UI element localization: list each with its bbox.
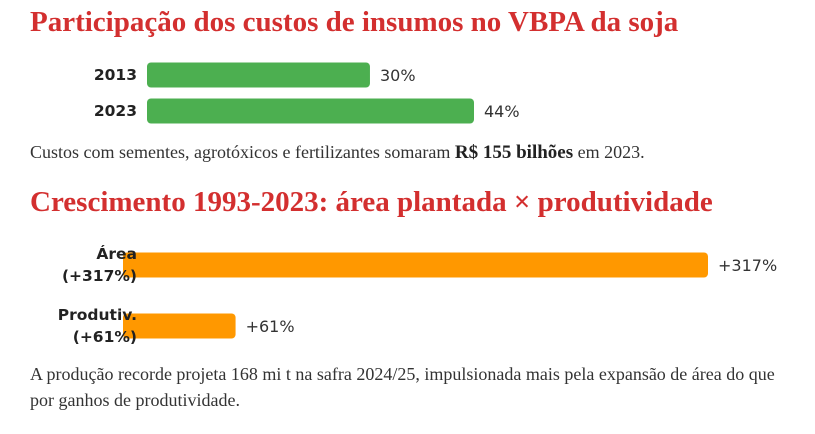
chart1-plot: 2013 30% 2023 44%	[94, 62, 520, 124]
value-label-1-1: +61%	[246, 317, 295, 336]
bar-0-1	[147, 98, 474, 124]
value-label-0-1: 44%	[484, 102, 520, 121]
chart1-note-after: em 2023.	[573, 142, 645, 162]
bar-1-0	[123, 252, 708, 278]
bar-0-0	[147, 62, 370, 88]
category-label-1-0-line1: (+317%)	[62, 267, 137, 285]
chart1-note-highlight: R$ 155 bilhões	[454, 142, 574, 163]
category-label-1-1-line1: (+61%)	[73, 328, 137, 346]
bar-1-1	[123, 313, 236, 339]
chart2-title: Crescimento 1993-2023: área plantada × p…	[30, 186, 713, 218]
category-label-1-1-line0: Produtiv.	[58, 306, 137, 324]
value-label-0-0: 30%	[380, 66, 416, 85]
category-label-1-0-line0: Área	[96, 244, 137, 263]
chart2-plot: Área (+317%) +317% Produtiv. (+61%) +61%	[58, 244, 777, 346]
value-label-1-0: +317%	[718, 256, 777, 275]
chart2-note: A produção recorde projeta 168 mi t na s…	[30, 364, 775, 410]
chart1-note-before: Custos com sementes, agrotóxicos e ferti…	[30, 142, 455, 162]
chart1-note: Custos com sementes, agrotóxicos e ferti…	[30, 139, 645, 166]
category-label-0-0: 2013	[94, 66, 137, 84]
chart1-title: Participação dos custos de insumos no VB…	[30, 6, 679, 38]
category-label-0-1: 2023	[94, 102, 137, 120]
